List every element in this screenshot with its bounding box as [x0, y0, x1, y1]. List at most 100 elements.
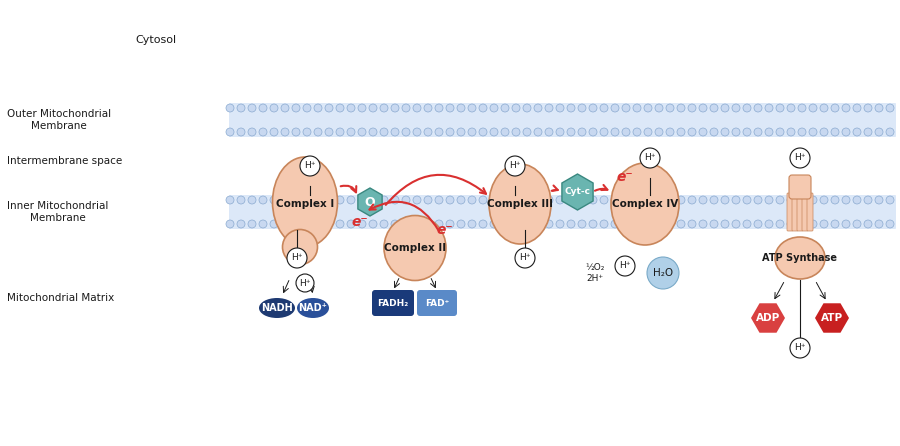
Ellipse shape — [611, 163, 679, 245]
Ellipse shape — [402, 220, 410, 228]
Ellipse shape — [578, 128, 586, 136]
Ellipse shape — [732, 104, 740, 112]
Ellipse shape — [380, 196, 388, 204]
Ellipse shape — [314, 128, 322, 136]
Ellipse shape — [600, 128, 608, 136]
Ellipse shape — [226, 104, 234, 112]
Ellipse shape — [512, 220, 520, 228]
Ellipse shape — [402, 128, 410, 136]
Ellipse shape — [655, 128, 663, 136]
Ellipse shape — [314, 104, 322, 112]
Ellipse shape — [655, 196, 663, 204]
Ellipse shape — [259, 220, 267, 228]
Ellipse shape — [303, 220, 311, 228]
Ellipse shape — [523, 128, 531, 136]
Ellipse shape — [336, 220, 344, 228]
FancyBboxPatch shape — [807, 193, 813, 231]
Ellipse shape — [501, 104, 509, 112]
Ellipse shape — [259, 128, 267, 136]
Ellipse shape — [820, 220, 828, 228]
Ellipse shape — [842, 104, 850, 112]
Ellipse shape — [325, 196, 333, 204]
Ellipse shape — [402, 104, 410, 112]
Ellipse shape — [732, 128, 740, 136]
Ellipse shape — [743, 128, 751, 136]
Ellipse shape — [875, 104, 883, 112]
Ellipse shape — [853, 220, 861, 228]
Text: ADP: ADP — [756, 313, 780, 323]
Text: Mitochondrial Matrix: Mitochondrial Matrix — [7, 293, 114, 303]
Ellipse shape — [292, 128, 300, 136]
Ellipse shape — [446, 104, 454, 112]
Ellipse shape — [743, 220, 751, 228]
Ellipse shape — [831, 220, 839, 228]
Ellipse shape — [248, 104, 256, 112]
Ellipse shape — [556, 220, 564, 228]
Text: Q: Q — [364, 195, 375, 208]
Text: H⁺: H⁺ — [509, 161, 521, 170]
Ellipse shape — [413, 220, 421, 228]
Ellipse shape — [325, 104, 333, 112]
Ellipse shape — [787, 128, 795, 136]
Ellipse shape — [776, 196, 784, 204]
Ellipse shape — [435, 104, 443, 112]
Ellipse shape — [578, 104, 586, 112]
Ellipse shape — [754, 104, 762, 112]
Ellipse shape — [512, 196, 520, 204]
Ellipse shape — [622, 104, 630, 112]
Ellipse shape — [611, 220, 619, 228]
Ellipse shape — [479, 196, 487, 204]
Ellipse shape — [743, 104, 751, 112]
Ellipse shape — [787, 220, 795, 228]
Text: e⁻: e⁻ — [616, 170, 634, 184]
Ellipse shape — [545, 220, 553, 228]
Ellipse shape — [479, 220, 487, 228]
Ellipse shape — [297, 298, 329, 318]
Ellipse shape — [842, 128, 850, 136]
Ellipse shape — [424, 220, 432, 228]
Ellipse shape — [886, 220, 894, 228]
Text: NAD⁺: NAD⁺ — [299, 303, 328, 313]
Ellipse shape — [347, 220, 355, 228]
Ellipse shape — [633, 128, 641, 136]
Circle shape — [615, 256, 635, 276]
Ellipse shape — [325, 220, 333, 228]
Ellipse shape — [578, 196, 586, 204]
Ellipse shape — [358, 196, 366, 204]
Ellipse shape — [303, 196, 311, 204]
Text: ATP Synthase: ATP Synthase — [762, 253, 838, 263]
Ellipse shape — [853, 104, 861, 112]
Ellipse shape — [589, 220, 597, 228]
Ellipse shape — [886, 104, 894, 112]
Ellipse shape — [820, 104, 828, 112]
Ellipse shape — [886, 196, 894, 204]
Ellipse shape — [523, 220, 531, 228]
Ellipse shape — [435, 220, 443, 228]
Ellipse shape — [776, 128, 784, 136]
Circle shape — [505, 156, 525, 176]
Ellipse shape — [820, 128, 828, 136]
Ellipse shape — [567, 220, 575, 228]
Ellipse shape — [292, 196, 300, 204]
Ellipse shape — [534, 128, 542, 136]
Ellipse shape — [677, 220, 685, 228]
Ellipse shape — [424, 196, 432, 204]
Ellipse shape — [787, 196, 795, 204]
Ellipse shape — [622, 128, 630, 136]
Polygon shape — [751, 303, 785, 333]
Ellipse shape — [237, 196, 245, 204]
Ellipse shape — [798, 128, 806, 136]
Text: Intermembrane space: Intermembrane space — [7, 156, 122, 166]
FancyBboxPatch shape — [797, 193, 803, 231]
Ellipse shape — [798, 220, 806, 228]
Ellipse shape — [336, 196, 344, 204]
Ellipse shape — [380, 104, 388, 112]
Ellipse shape — [424, 128, 432, 136]
Text: Outer Mitochondrial
Membrane: Outer Mitochondrial Membrane — [7, 109, 111, 131]
Ellipse shape — [512, 104, 520, 112]
Ellipse shape — [754, 196, 762, 204]
Ellipse shape — [457, 104, 465, 112]
Ellipse shape — [281, 128, 289, 136]
Ellipse shape — [787, 104, 795, 112]
Circle shape — [296, 274, 314, 292]
